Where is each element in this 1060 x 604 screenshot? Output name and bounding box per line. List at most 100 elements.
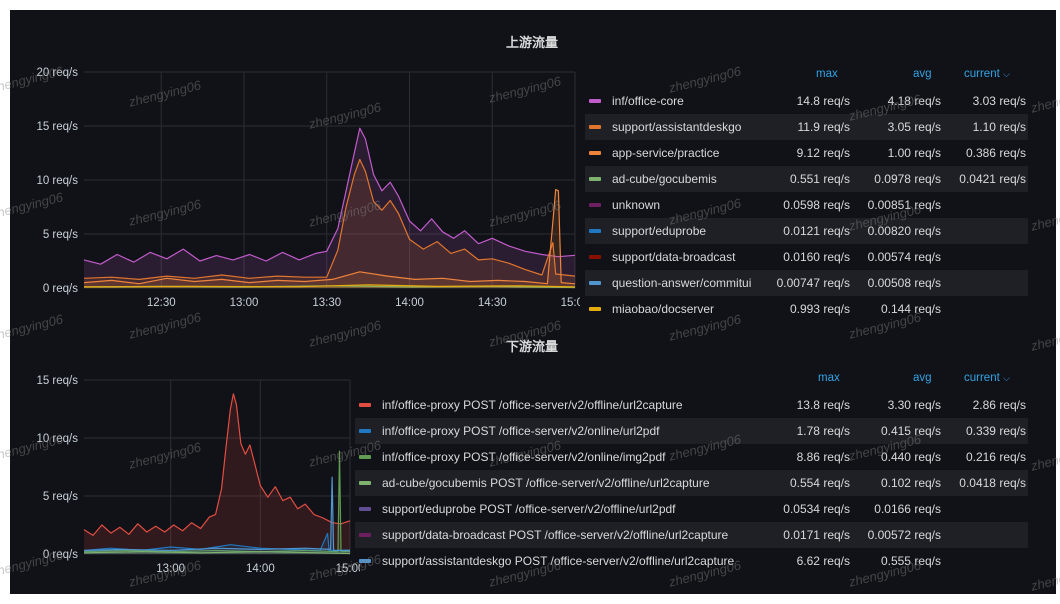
series-line[interactable] xyxy=(83,551,351,555)
legend-series-name[interactable]: miaobao/docserver xyxy=(612,302,715,316)
legend-series-name[interactable]: unknown xyxy=(612,198,661,212)
legend-current-value: 0.0421 req/s xyxy=(959,172,1026,186)
panel-title-downstream: 下游流量 xyxy=(506,339,559,354)
legend-header-current-label: current xyxy=(964,68,1000,80)
legend-row[interactable]: app-service/practice 9.12 req/s 1.00 req/s… xyxy=(585,140,1028,166)
downstream-traffic-chart[interactable]: 0 req/s 5 req/s 10 req/s 15 req/s 13:00 14:00… xyxy=(10,364,360,584)
legend-max-value: 0.00747 req/s xyxy=(776,276,850,290)
legend-row[interactable]: inf/office-proxy POST /office-server/v2/… xyxy=(355,418,1028,444)
series-color-swatch[interactable] xyxy=(359,559,371,563)
legend-row[interactable]: support/data-broadcast 0.0160 req/s 0.0057… xyxy=(585,244,1028,270)
legend-series-name[interactable]: support/eduprobe POST /office-server/v2/… xyxy=(382,502,676,516)
legend-row[interactable]: inf/office-proxy POST /office-server/v2/… xyxy=(355,444,1028,470)
series-color-swatch[interactable] xyxy=(589,99,601,103)
legend-max-value: 0.0171 req/s xyxy=(783,528,850,542)
series-line[interactable] xyxy=(83,127,576,265)
series-color-swatch[interactable] xyxy=(589,255,601,259)
legend-avg-value: 0.440 req/s xyxy=(880,450,941,464)
legend-header-max[interactable]: max xyxy=(818,372,840,384)
legend-row[interactable]: support/eduprobe POST /office-server/v2/… xyxy=(355,496,1028,522)
legend-avg-value: 0.0978 req/s xyxy=(874,172,941,186)
legend-max-value: 0.551 req/s xyxy=(789,172,850,186)
legend-series-name[interactable]: ad-cube/gocubemis xyxy=(612,172,717,186)
legend-header-avg[interactable]: avg xyxy=(913,372,932,384)
legend-max-value: 0.0598 req/s xyxy=(783,198,850,212)
series-area xyxy=(84,128,575,288)
legend-header-current[interactable]: current ⌵ xyxy=(964,68,1010,86)
legend-max-value: 0.993 req/s xyxy=(789,302,850,316)
legend-avg-value: 0.00508 req/s xyxy=(867,276,941,290)
upstream-traffic-chart[interactable]: 0 req/s 5 req/s 10 req/s 15 req/s 20 req/s 12… xyxy=(10,56,580,356)
legend-series-name[interactable]: question-answer/commitui xyxy=(612,276,752,290)
legend-series-name[interactable]: inf/office-core xyxy=(612,94,684,108)
series-line[interactable] xyxy=(83,188,576,285)
series-color-swatch[interactable] xyxy=(589,229,601,233)
legend-avg-value: 0.415 req/s xyxy=(880,424,941,438)
series-color-swatch[interactable] xyxy=(589,281,601,285)
legend-series-name[interactable]: support/eduprobe xyxy=(612,224,707,238)
legend-series-name[interactable]: support/data-broadcast POST /office-serv… xyxy=(382,528,729,542)
legend-row[interactable]: support/data-broadcast POST /office-serv… xyxy=(355,522,1028,548)
legend-max-value: 1.78 req/s xyxy=(796,424,850,438)
legend-row[interactable]: ad-cube/gocubemis 0.551 req/s 0.0978 req/s… xyxy=(585,166,1028,192)
legend-row[interactable]: ad-cube/gocubemis POST /office-server/v2… xyxy=(355,470,1028,496)
series-color-swatch[interactable] xyxy=(359,403,371,407)
legend-row[interactable]: miaobao/docserver 0.993 req/s 0.144 req/s xyxy=(585,296,1028,322)
legend-header-current-label: current xyxy=(964,372,1000,384)
series-color-swatch[interactable] xyxy=(359,507,371,511)
legend-series-name[interactable]: inf/office-proxy POST /office-server/v2/… xyxy=(382,450,666,464)
legend-current-value: 2.86 req/s xyxy=(972,398,1026,412)
legend-max-value: 0.0160 req/s xyxy=(783,250,850,264)
legend-row[interactable]: support/assistantdeskgo 11.9 req/s 3.05 re… xyxy=(585,114,1028,140)
series-line[interactable] xyxy=(83,158,576,280)
legend-row[interactable]: unknown 0.0598 req/s 0.00851 req/s xyxy=(585,192,1028,218)
series-color-swatch[interactable] xyxy=(359,455,371,459)
legend-max-value: 0.554 req/s xyxy=(789,476,850,490)
series-color-swatch[interactable] xyxy=(359,481,371,485)
series-color-swatch[interactable] xyxy=(359,533,371,537)
legend-avg-value: 0.102 req/s xyxy=(880,476,941,490)
legend-series-name[interactable]: support/data-broadcast xyxy=(612,250,736,264)
legend-row[interactable]: support/eduprobe 0.0121 req/s 0.00820 req/… xyxy=(585,218,1028,244)
legend-header-max[interactable]: max xyxy=(816,68,838,80)
legend-max-value: 13.8 req/s xyxy=(796,398,850,412)
series-line[interactable] xyxy=(83,450,351,553)
legend-row[interactable]: question-answer/commitui 0.00747 req/s 0.0… xyxy=(585,270,1028,296)
legend-max-value: 9.12 req/s xyxy=(796,146,850,160)
series-color-swatch[interactable] xyxy=(589,307,601,311)
y-tick-label: 0 req/s xyxy=(43,283,78,295)
legend-row[interactable]: inf/office-core 14.8 req/s 4.18 req/s 3.03 … xyxy=(585,88,1028,114)
legend-max-value: 8.86 req/s xyxy=(796,450,850,464)
legend-avg-value: 3.30 req/s xyxy=(887,398,941,412)
downstream-legend: max avg current ⌵ inf/office-proxy POST … xyxy=(355,372,1028,582)
legend-avg-value: 0.00574 req/s xyxy=(867,250,941,264)
series-color-swatch[interactable] xyxy=(589,151,601,155)
series-color-swatch[interactable] xyxy=(589,203,601,207)
legend-header-avg[interactable]: avg xyxy=(913,68,932,80)
legend-series-name[interactable]: support/assistantdeskgo POST /office-ser… xyxy=(382,554,735,568)
series-area xyxy=(84,285,575,288)
legend-avg-value: 0.00572 req/s xyxy=(867,528,941,542)
series-line[interactable] xyxy=(83,476,350,552)
series-color-swatch[interactable] xyxy=(359,429,371,433)
legend-series-name[interactable]: inf/office-proxy POST /office-server/v2/… xyxy=(382,424,660,438)
legend-series-name[interactable]: inf/office-proxy POST /office-server/v2/… xyxy=(382,398,683,412)
x-tick-label: 12:30 xyxy=(147,297,176,309)
series-color-swatch[interactable] xyxy=(589,125,601,129)
series-line[interactable] xyxy=(83,393,351,536)
legend-header-current[interactable]: current ⌵ xyxy=(964,372,1010,390)
legend-series-name[interactable]: support/assistantdeskgo xyxy=(612,120,742,134)
legend-row[interactable]: support/assistantdeskgo POST /office-ser… xyxy=(355,548,1028,574)
x-tick-label: 13:00 xyxy=(156,563,185,575)
legend-max-value: 0.0121 req/s xyxy=(783,224,850,238)
legend-series-name[interactable]: ad-cube/gocubemis POST /office-server/v2… xyxy=(382,476,710,490)
legend-row[interactable]: inf/office-proxy POST /office-server/v2/… xyxy=(355,392,1028,418)
legend-series-name[interactable]: app-service/practice xyxy=(612,146,720,160)
legend-max-value: 11.9 req/s xyxy=(797,120,850,134)
y-tick-label: 0 req/s xyxy=(43,549,78,561)
legend-avg-value: 0.0166 req/s xyxy=(874,502,941,516)
series-color-swatch[interactable] xyxy=(589,177,601,181)
chevron-down-icon: ⌵ xyxy=(1003,373,1010,383)
legend-current-value: 0.386 req/s xyxy=(965,146,1026,160)
series-line[interactable] xyxy=(83,284,576,288)
